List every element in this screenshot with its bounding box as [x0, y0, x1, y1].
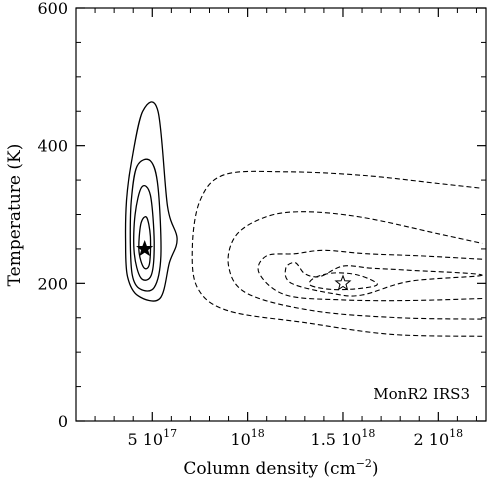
solid-contour-line — [133, 184, 155, 281]
solid-contour-line — [124, 101, 178, 302]
dashed-contour-line — [284, 261, 483, 297]
annotation-label: MonR2 IRS3 — [373, 385, 470, 403]
x-tick-label-mantissa: 10 — [230, 430, 250, 449]
x-tick-label: 1.5 1018 — [311, 427, 376, 449]
markers — [136, 239, 352, 291]
y-tick-label: 600 — [37, 0, 68, 18]
y-tick-label: 200 — [37, 274, 68, 293]
y-tick-label: 400 — [37, 137, 68, 156]
axis-ticks — [76, 7, 486, 422]
dashed-contour-line — [257, 249, 483, 302]
x-tick-label-exponent: 18 — [251, 427, 265, 440]
x-axis-label-exponent: −2 — [356, 457, 372, 470]
y-axis-label: Temperature (K) — [5, 144, 25, 287]
x-tick-label: 5 1017 — [127, 427, 177, 449]
x-tick-label-mantissa: 2 10 — [414, 430, 450, 449]
solid-contours — [124, 101, 178, 302]
dashed-contour-line — [308, 272, 378, 291]
x-axis-label: Column density (cm−2) — [183, 457, 378, 479]
filled-star-marker — [136, 239, 154, 257]
x-tick-label-mantissa: 1.5 10 — [311, 430, 362, 449]
dashed-contour-line — [191, 170, 483, 337]
dashed-contours — [191, 170, 483, 337]
solid-contour-line — [138, 216, 152, 270]
y-tick-label: 0 — [58, 412, 68, 431]
plot-frame — [75, 7, 487, 422]
dashed-contour-line — [227, 211, 483, 320]
x-tick-label-exponent: 18 — [361, 427, 375, 440]
x-axis-label-main: Column density (cm — [183, 459, 355, 479]
x-tick-label: 2 1018 — [414, 427, 464, 449]
x-tick-label: 1018 — [230, 427, 264, 449]
open-star-marker — [334, 274, 352, 291]
x-tick-label-exponent: 18 — [449, 427, 463, 440]
solid-contour-line — [129, 158, 162, 292]
x-tick-label-exponent: 17 — [163, 427, 177, 440]
x-axis-label-tail: ) — [372, 459, 379, 479]
x-tick-label-mantissa: 5 10 — [127, 430, 163, 449]
